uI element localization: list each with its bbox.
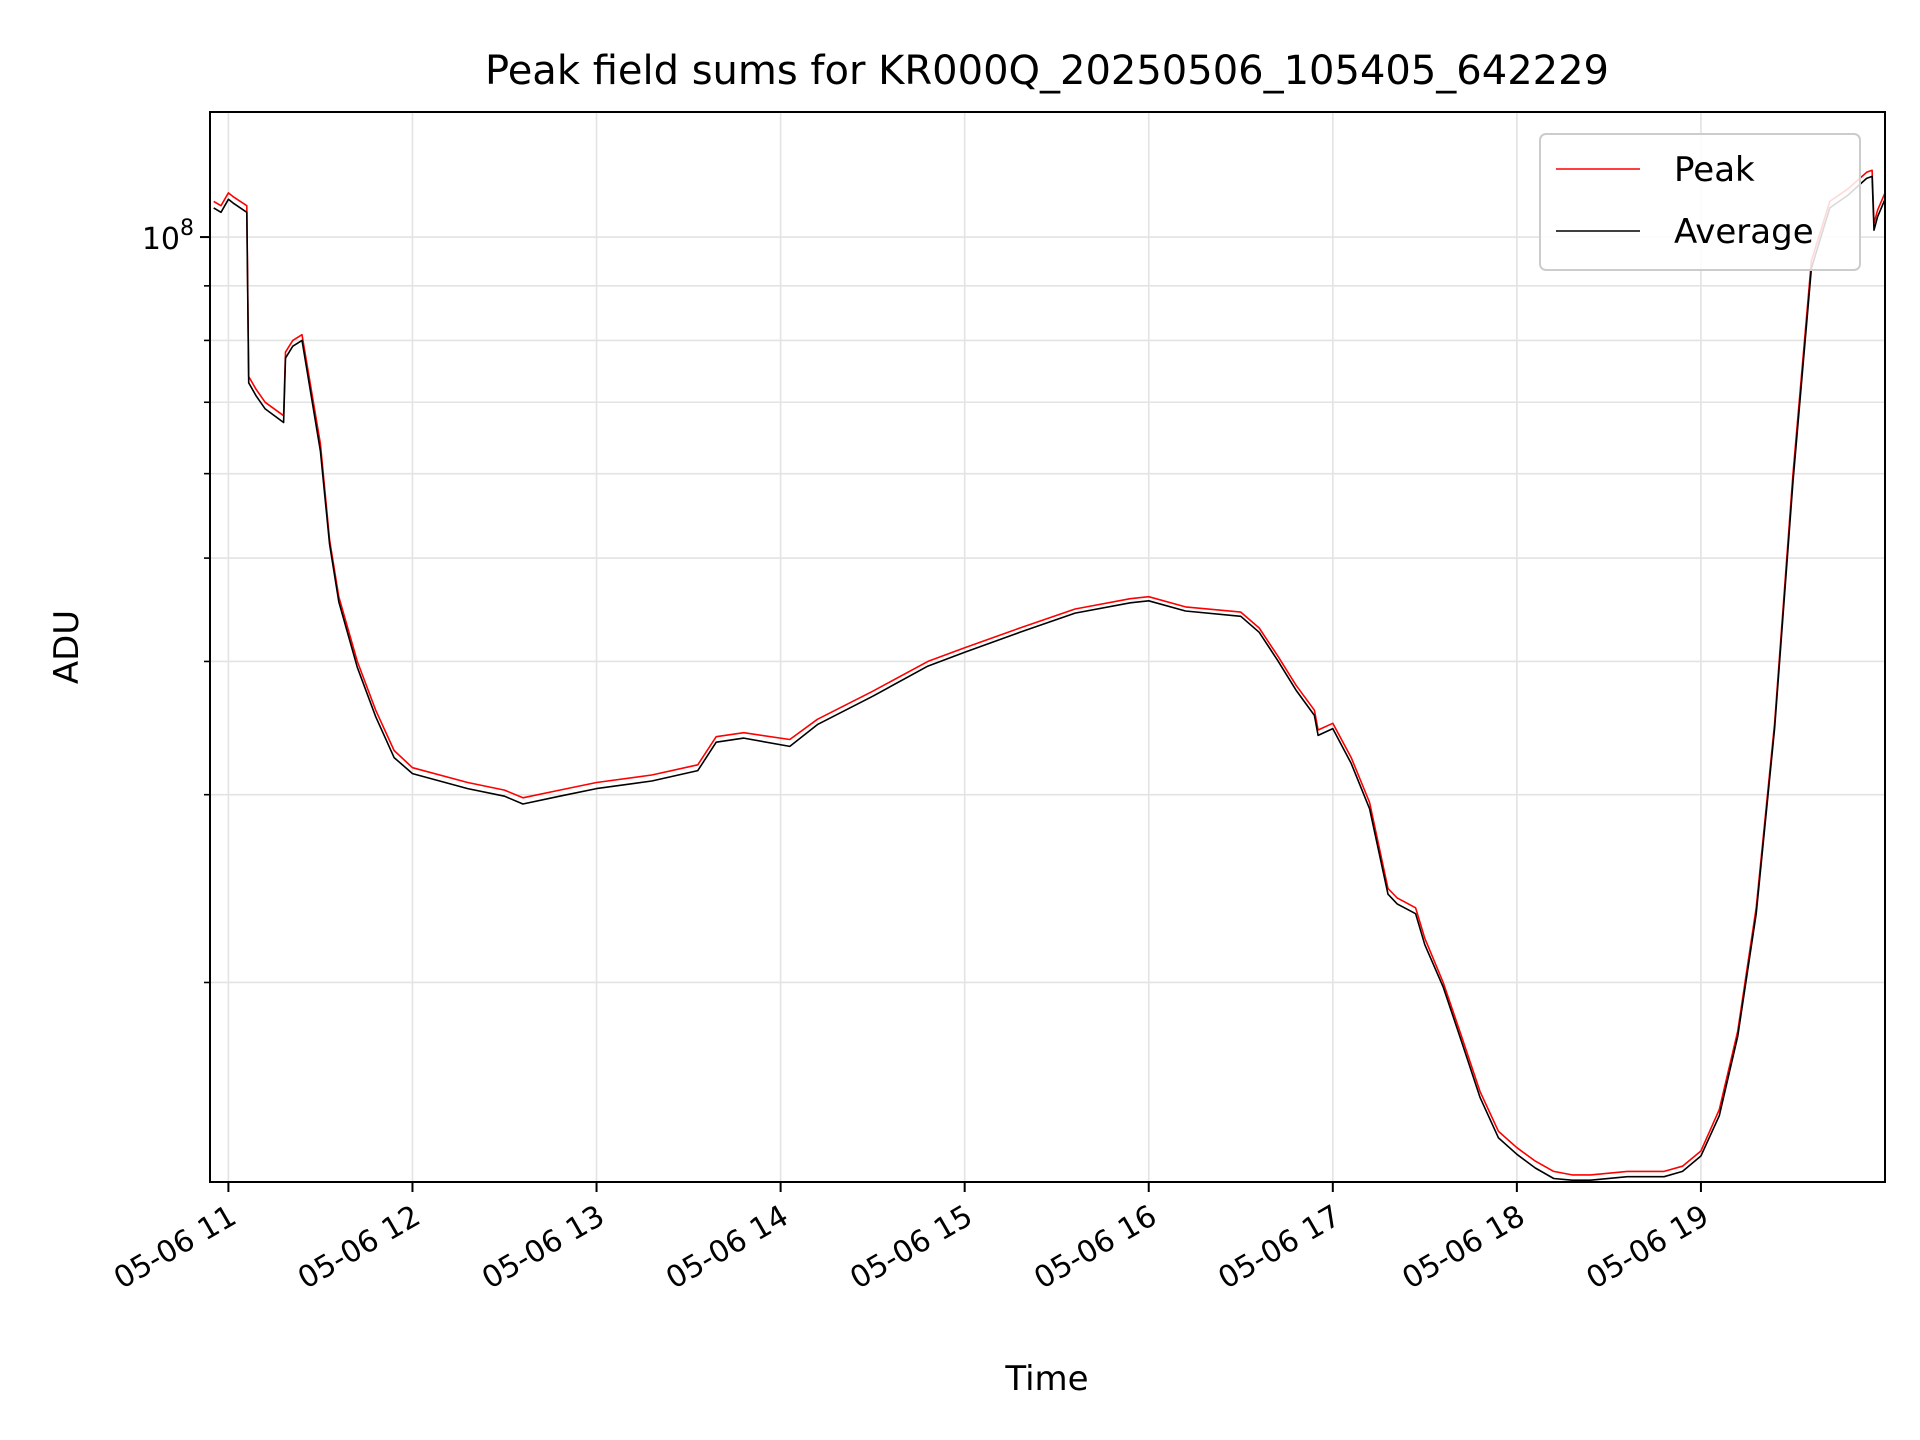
grid	[210, 112, 1885, 1182]
legend-label-peak: Peak	[1674, 150, 1755, 190]
legend: Peak Average	[1539, 133, 1861, 271]
legend-box	[1539, 133, 1861, 271]
x-axis-label: Time	[1004, 1359, 1088, 1399]
series-line-average	[213, 175, 1886, 1181]
plot-frame	[209, 111, 1886, 1183]
series-line-peak	[213, 169, 1886, 1176]
legend-label-average: Average	[1674, 212, 1814, 252]
y-axis-label: ADU	[47, 610, 87, 684]
plot-lines	[213, 169, 1886, 1181]
chart-title: Peak field sums for KR000Q_20250506_1054…	[485, 48, 1609, 94]
y-tick-label: 108	[142, 216, 194, 257]
y-axis: 108	[142, 216, 210, 984]
